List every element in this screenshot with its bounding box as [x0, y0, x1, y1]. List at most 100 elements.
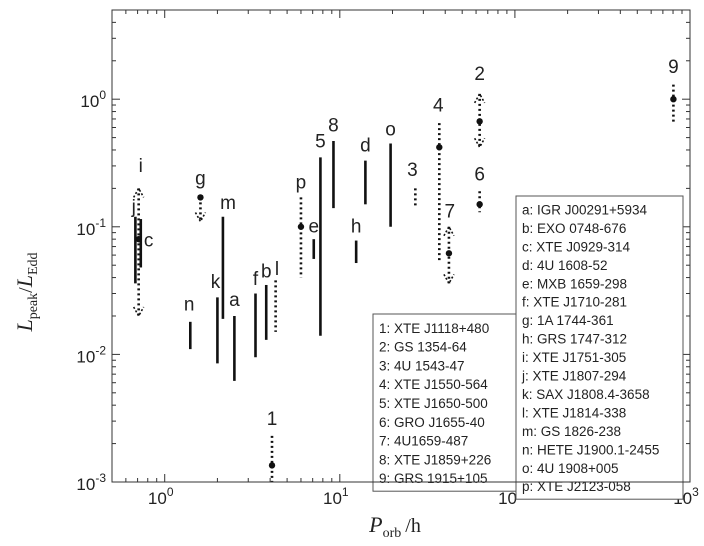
peak-point — [297, 223, 305, 230]
source-label: d — [360, 135, 371, 156]
source-label: i — [139, 156, 143, 177]
legend-box — [372, 313, 517, 492]
source-label: 2 — [474, 64, 485, 85]
source-label: c — [144, 231, 154, 252]
y-tick-label: 10-3 — [76, 471, 106, 494]
source-label: 3 — [407, 160, 418, 181]
y-tick-exp: -3 — [95, 471, 106, 485]
source-labels: ab c d e f g h ij k l m n o p 1 2 3 4 5 67 8 9 — [131, 57, 679, 430]
source-label: k — [211, 272, 221, 293]
arrow-down — [194, 212, 207, 224]
peak-point — [476, 118, 483, 125]
arrow-down — [443, 274, 455, 286]
source-label: 8 — [328, 115, 339, 136]
source-label: 1 — [267, 409, 278, 430]
source-7 — [443, 225, 455, 286]
arrow-up — [473, 92, 486, 104]
legend-entry: 8: XTE J1859+226 — [379, 452, 491, 467]
legend-entry: 9: GRS 1915+105 — [379, 471, 487, 486]
arrow-down — [132, 306, 145, 318]
x-axis-main: P — [368, 512, 382, 537]
legend-entry: 2: GS 1354-64 — [379, 340, 467, 355]
legend-entry: i: XTE J1751-305 — [522, 350, 626, 365]
source-label: g — [195, 168, 206, 189]
source-label: 7 — [445, 202, 456, 223]
x-tick-base: 10 — [148, 489, 167, 508]
source-label: j — [131, 197, 136, 218]
source-label: l — [275, 259, 279, 280]
peak-point — [476, 201, 483, 208]
x-tick-base: 10 — [323, 489, 342, 508]
legend-entry: e: MXB 1659-298 — [522, 276, 627, 291]
legend-entry: o: 4U 1908+005 — [522, 461, 618, 476]
source-p — [297, 197, 305, 278]
source-label: 5 — [315, 131, 326, 152]
y-tick-exp: -1 — [95, 216, 106, 230]
source-label: o — [385, 119, 396, 140]
source-4 — [436, 123, 443, 264]
peak-point — [268, 462, 276, 469]
source-1 — [268, 435, 276, 482]
legend-entry: 6: GRO J1655-40 — [379, 415, 485, 430]
legend-entry: k: SAX J1808.4-3658 — [522, 387, 650, 402]
x-axis-unit: /h — [405, 515, 421, 537]
peak-point — [135, 235, 142, 243]
legend-entry: g: 1A 1744-361 — [522, 313, 614, 328]
source-label: m — [220, 193, 236, 214]
y-tick-exp: 0 — [99, 88, 106, 102]
peak-point — [197, 194, 204, 201]
arrow-down — [473, 137, 486, 149]
source-label: a — [229, 290, 240, 311]
data-marks — [132, 84, 677, 482]
legend-box — [515, 195, 684, 500]
source-label: e — [308, 217, 319, 238]
x-tick-exp: 3 — [692, 485, 699, 499]
legend-entry: j: XTE J1807-294 — [521, 369, 627, 384]
legend-entry: b: EXO 0748-676 — [522, 221, 626, 236]
legend-entry: 3: 4U 1543-47 — [379, 358, 465, 373]
source-i — [132, 186, 145, 318]
source-2 — [473, 92, 486, 149]
arrow-up — [132, 186, 145, 198]
y-axis-num-sub: peak — [26, 293, 41, 319]
x-tick-exp: 1 — [342, 485, 349, 499]
y-axis-den-sub: Edd — [26, 252, 41, 275]
peak-point — [670, 95, 677, 103]
y-tick-base: 10 — [76, 475, 95, 494]
x-tick-exp: 0 — [167, 485, 174, 499]
x-tick-base: 10 — [498, 489, 517, 508]
legend-numbers: 1: XTE J1118+480 2: GS 1354-64 3: 4U 1543-… — [372, 313, 517, 492]
legend-letters: a: IGR J00291+5934 b: EXO 0748-676 c: XTE … — [515, 195, 684, 500]
y-tick-label: 100 — [80, 88, 106, 111]
legend-entry: 5: XTE J1650-500 — [379, 396, 488, 411]
y-tick-exp: -2 — [95, 343, 106, 357]
peak-point — [445, 250, 453, 257]
y-tick-label: 10-1 — [76, 216, 106, 239]
source-label: b — [261, 262, 272, 283]
legend-entry: c: XTE J0929-314 — [522, 239, 631, 254]
legend-entry: m: GS 1826-238 — [522, 424, 621, 439]
source-label: 6 — [474, 165, 485, 186]
x-tick-label: 100 — [148, 485, 174, 508]
x-tick-label: 101 — [323, 485, 349, 508]
legend-entry: l: XTE J1814-338 — [522, 405, 626, 420]
y-axis-title: Lpeak/LEdd — [12, 252, 41, 332]
source-label: 4 — [433, 96, 444, 117]
arrow-up — [443, 225, 455, 237]
legend-entry: h: GRS 1747-312 — [522, 332, 627, 347]
legend-entry: n: HETE J1900.1-2455 — [522, 442, 659, 457]
source-g — [194, 194, 207, 224]
legend-entry: 1: XTE J1118+480 — [379, 321, 489, 336]
peak-point — [436, 144, 443, 151]
legend-entry: 4: XTE J1550-564 — [379, 377, 488, 392]
y-axis-num: L — [12, 319, 37, 332]
source-label: p — [296, 172, 307, 193]
legend-entry: d: 4U 1608-52 — [522, 258, 608, 273]
legend-entry: 7: 4U1659-487 — [379, 434, 468, 449]
y-tick-base: 10 — [76, 220, 95, 239]
y-axis-den: L — [12, 275, 37, 288]
y-tick-label: 10-2 — [76, 343, 106, 366]
legend-entry: a: IGR J00291+5934 — [522, 202, 647, 217]
x-axis-sub: orb — [383, 526, 402, 541]
